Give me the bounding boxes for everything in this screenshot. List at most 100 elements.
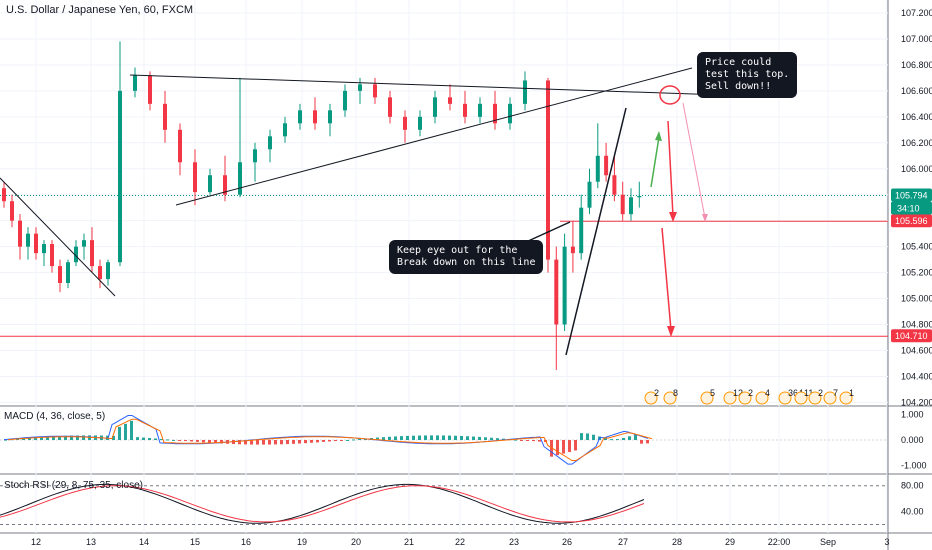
event-badge[interactable] [644,391,658,405]
event-badge[interactable] [700,391,714,405]
event-badge[interactable] [778,391,792,405]
triangle-lower-trendline[interactable] [175,67,693,206]
candle-body[interactable] [223,175,227,195]
candle-body[interactable] [42,244,46,254]
candle-body[interactable] [148,75,152,104]
candle-body[interactable] [328,110,332,124]
candle-body[interactable] [629,197,633,215]
time-tick-label: 20 [351,537,361,547]
candle-body[interactable] [493,103,497,124]
candle-body[interactable] [90,240,94,267]
candle-body[interactable] [388,97,392,117]
candle-body[interactable] [403,116,407,130]
macd-histogram-bar [478,436,481,440]
downtrend-line[interactable] [0,177,116,297]
candle-body[interactable] [554,259,559,325]
candle-body[interactable] [268,136,272,150]
candle-body[interactable] [82,240,86,247]
event-badge[interactable] [808,391,822,405]
top-target-circle[interactable] [659,85,681,105]
event-badge[interactable] [794,391,808,405]
candle-body[interactable] [478,103,482,117]
candle-body[interactable] [523,80,527,104]
candle-body[interactable] [579,207,584,254]
macd-histogram-bar [532,440,535,442]
candle-body[interactable] [18,220,22,247]
red-down-arrow-2[interactable] [661,227,672,331]
triangle-upper-trendline[interactable] [129,74,783,98]
price-axis[interactable]: 107.200 107.000 106.800 106.600 106.400 106.2… [891,8,932,517]
event-badges[interactable]: 2 8 5 12 2 4 364 11 2 7 1 [644,388,854,405]
candle-body[interactable] [163,103,167,130]
macd-histogram-bar [46,436,49,440]
candle-body[interactable] [2,188,6,202]
candle-body[interactable] [358,84,362,91]
candle-body[interactable] [546,80,550,260]
stoch-rsi-pane[interactable] [0,483,888,526]
candle-body[interactable] [253,149,257,163]
candle-body[interactable] [74,246,78,263]
candle-body[interactable] [562,246,567,325]
candle-body[interactable] [66,262,70,283]
event-badge[interactable] [663,391,677,405]
candle-body[interactable] [98,266,102,280]
candle-body[interactable] [612,175,617,195]
macd-histogram-bar [172,439,175,441]
macd-histogram-bar [394,436,397,440]
price-tick-label: 106.000 [901,164,932,174]
candle-body[interactable] [418,116,422,130]
green-up-arrow[interactable] [650,136,660,188]
trend-drawings[interactable] [0,67,783,356]
sell-note[interactable]: Price could test this top. Sell down!! [697,52,798,98]
candle-body[interactable] [10,201,14,221]
event-badge[interactable] [755,391,769,405]
macd-histogram-bar [220,440,223,444]
macd-tick-label: 0.000 [901,435,924,445]
macd-histogram-bar [280,440,283,445]
candle-body[interactable] [26,233,30,247]
candle-body[interactable] [448,97,452,104]
candle-body[interactable] [587,181,592,208]
candle-body[interactable] [118,90,122,263]
macd-histogram-bar [346,439,349,441]
candle-body[interactable] [238,162,242,195]
candle-body[interactable] [343,90,347,111]
event-badge[interactable] [723,391,737,405]
event-badge[interactable] [823,391,837,405]
stoch-k-line[interactable] [0,483,645,524]
candle-body[interactable] [298,110,302,124]
candle-body[interactable] [463,103,467,117]
candle-body[interactable] [433,97,437,117]
candle-body[interactable] [50,244,54,267]
candle-body[interactable] [106,262,110,280]
event-badge-count: 2 [654,388,659,398]
candle-body[interactable] [58,266,62,283]
steep-uptrend-line[interactable] [565,107,627,356]
candle-body[interactable] [604,155,609,176]
macd-signal-line[interactable] [7,418,653,461]
candle-body[interactable] [637,196,642,198]
candle-body[interactable] [34,233,38,254]
candle-body[interactable] [620,194,625,215]
candle-body[interactable] [373,84,377,98]
stoch-d-line[interactable] [0,485,645,523]
macd-pane[interactable] [0,415,888,465]
red-down-arrow-1[interactable] [667,120,674,217]
candle-body[interactable] [283,123,287,137]
breakdown-note[interactable]: Keep eye out for the Break down on this … [389,240,544,274]
candle-body[interactable] [178,129,182,163]
event-badge[interactable] [839,391,853,405]
candle-body[interactable] [208,175,212,193]
candle-body[interactable] [133,75,137,91]
light-red-projection[interactable] [682,102,706,219]
candle-body[interactable] [595,155,600,182]
macd-histogram-bar [202,440,205,443]
time-axis[interactable]: 12 13 14 15 16 19 20 21 22 23 26 27 28 29 22:00 Sep 3 [31,537,890,547]
candle-body[interactable] [193,162,197,193]
candle-body[interactable] [508,103,512,124]
candle-body[interactable] [313,110,317,124]
candle-body[interactable] [570,246,575,254]
candles[interactable] [2,41,642,370]
event-badge[interactable] [738,391,752,405]
